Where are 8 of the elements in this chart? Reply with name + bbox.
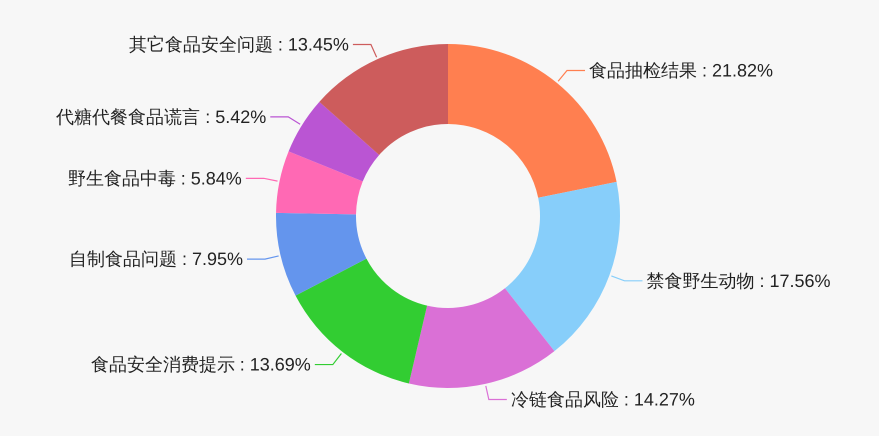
slice-label: 食品安全消费提示 : 13.69% [90,354,311,375]
slice-label: 禁食野生动物 : 17.56% [646,270,831,291]
slice-label: 冷链食品风险 : 14.27% [510,390,695,410]
slice-label: 野生食品中毒 : 5.84% [68,168,242,188]
slice-label: 代糖代餐食品谎言 : 5.42% [55,106,266,127]
slice-label: 其它食品安全问题 : 13.45% [128,34,349,55]
slice-label: 食品抽检结果 : 21.82% [589,60,774,80]
slice-label: 自制食品问题 : 7.95% [68,249,244,270]
